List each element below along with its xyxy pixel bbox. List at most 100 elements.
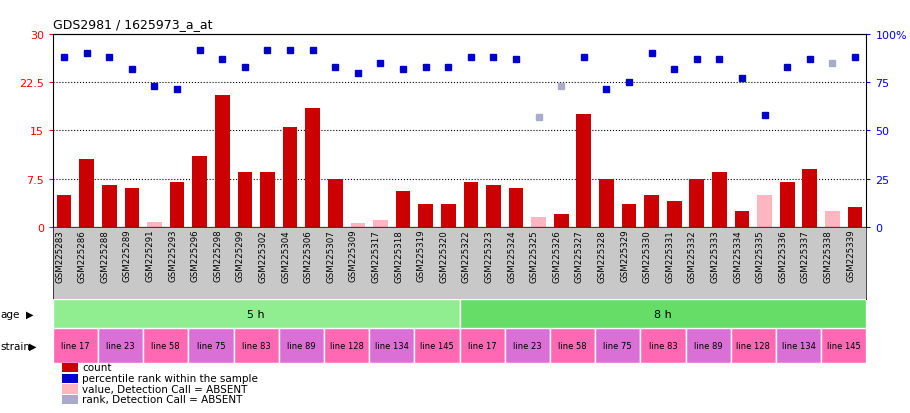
Text: line 83: line 83	[242, 342, 270, 350]
Bar	[685, 328, 731, 363]
Text: GSM225332: GSM225332	[688, 229, 697, 282]
Bar	[53, 299, 460, 328]
Text: line 17: line 17	[468, 342, 497, 350]
Text: GSM225326: GSM225326	[552, 229, 561, 282]
Bar	[734, 211, 749, 227]
Text: GSM225289: GSM225289	[123, 229, 132, 282]
Text: GSM225304: GSM225304	[281, 229, 290, 282]
Bar	[324, 328, 369, 363]
Text: line 17: line 17	[61, 342, 90, 350]
Bar	[486, 185, 501, 227]
Text: GSM225319: GSM225319	[417, 229, 426, 282]
Text: 8 h: 8 h	[654, 309, 672, 319]
Text: line 58: line 58	[151, 342, 180, 350]
Text: GSM225336: GSM225336	[778, 229, 787, 282]
Bar	[188, 328, 234, 363]
Bar	[644, 195, 659, 227]
Bar	[460, 299, 866, 328]
Text: percentile rank within the sample: percentile rank within the sample	[82, 373, 258, 383]
Text: line 58: line 58	[558, 342, 587, 350]
Text: GSM225335: GSM225335	[755, 229, 764, 282]
Bar	[238, 173, 252, 227]
Text: line 89: line 89	[693, 342, 723, 350]
Bar	[102, 185, 116, 227]
Bar	[460, 328, 505, 363]
Bar	[667, 202, 682, 227]
Bar	[577, 115, 592, 227]
Bar	[803, 169, 817, 227]
Bar	[731, 328, 776, 363]
Text: GSM225325: GSM225325	[530, 229, 539, 282]
Bar	[441, 205, 456, 227]
Bar	[306, 109, 320, 227]
Text: GSM225338: GSM225338	[824, 229, 833, 282]
Bar	[550, 328, 595, 363]
Bar	[79, 160, 94, 227]
Bar	[283, 128, 298, 227]
Text: line 128: line 128	[329, 342, 363, 350]
Bar	[825, 211, 840, 227]
Text: GSM225306: GSM225306	[304, 229, 313, 282]
Text: line 145: line 145	[420, 342, 454, 350]
Text: GSM225330: GSM225330	[642, 229, 652, 282]
Text: count: count	[82, 363, 111, 373]
Text: GSM225334: GSM225334	[733, 229, 742, 282]
Bar	[776, 328, 821, 363]
Bar	[373, 221, 388, 227]
Text: GSM225296: GSM225296	[191, 229, 199, 282]
Text: line 83: line 83	[649, 342, 677, 350]
Text: GSM225320: GSM225320	[440, 229, 449, 282]
Text: GSM225299: GSM225299	[236, 229, 245, 282]
Bar	[260, 173, 275, 227]
Text: strain: strain	[0, 341, 30, 351]
Text: value, Detection Call = ABSENT: value, Detection Call = ABSENT	[82, 384, 248, 394]
Bar	[690, 179, 704, 227]
Text: line 134: line 134	[375, 342, 409, 350]
Bar	[98, 328, 143, 363]
Text: GSM225323: GSM225323	[484, 229, 493, 282]
Text: GSM225309: GSM225309	[349, 229, 358, 282]
Text: line 145: line 145	[827, 342, 861, 350]
Bar	[509, 189, 523, 227]
Bar	[215, 96, 229, 227]
Bar	[641, 328, 685, 363]
Bar	[419, 205, 433, 227]
Text: line 128: line 128	[736, 342, 770, 350]
Text: age: age	[0, 309, 19, 319]
Text: GSM225337: GSM225337	[801, 229, 810, 282]
Text: GSM225286: GSM225286	[77, 229, 86, 282]
Text: GSM225318: GSM225318	[394, 229, 403, 282]
Text: GSM225317: GSM225317	[371, 229, 380, 282]
Bar	[350, 224, 365, 227]
Bar	[53, 328, 98, 363]
Text: GSM225331: GSM225331	[665, 229, 674, 282]
Bar	[821, 328, 866, 363]
Text: line 134: line 134	[782, 342, 815, 350]
Bar	[757, 195, 772, 227]
Text: GSM225291: GSM225291	[146, 229, 155, 282]
Text: GSM225333: GSM225333	[711, 229, 720, 282]
Text: GSM225327: GSM225327	[575, 229, 584, 282]
Bar	[147, 222, 162, 227]
Bar	[554, 214, 569, 227]
Text: GSM225298: GSM225298	[213, 229, 222, 282]
Text: rank, Detection Call = ABSENT: rank, Detection Call = ABSENT	[82, 394, 242, 404]
Text: GSM225283: GSM225283	[56, 229, 64, 282]
Bar	[595, 328, 641, 363]
Text: line 75: line 75	[603, 342, 632, 350]
Bar	[170, 183, 185, 227]
Bar	[622, 205, 636, 227]
Bar	[56, 195, 71, 227]
Bar	[713, 173, 727, 227]
Bar	[192, 157, 207, 227]
Bar	[848, 208, 863, 227]
Text: GSM225328: GSM225328	[598, 229, 606, 282]
Text: line 75: line 75	[197, 342, 226, 350]
Bar	[505, 328, 550, 363]
Bar	[369, 328, 414, 363]
Bar	[278, 328, 324, 363]
Text: GSM225324: GSM225324	[507, 229, 516, 282]
Text: GSM225329: GSM225329	[620, 229, 629, 282]
Bar	[328, 179, 342, 227]
Bar	[143, 328, 188, 363]
